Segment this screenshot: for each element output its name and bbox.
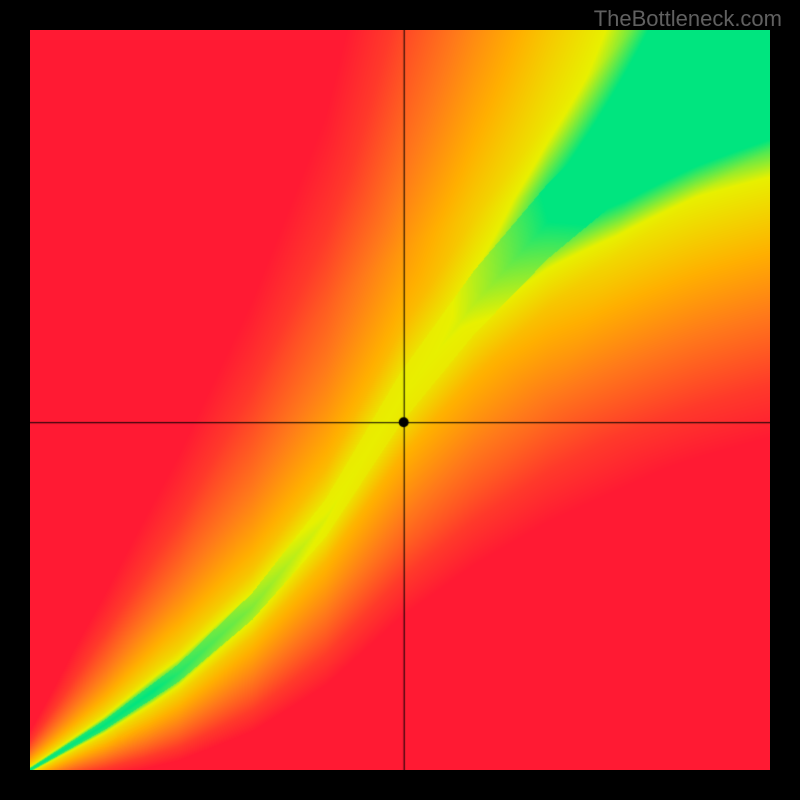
watermark-text: TheBottleneck.com (594, 6, 782, 32)
heatmap-canvas (30, 30, 770, 770)
chart-container: TheBottleneck.com (0, 0, 800, 800)
